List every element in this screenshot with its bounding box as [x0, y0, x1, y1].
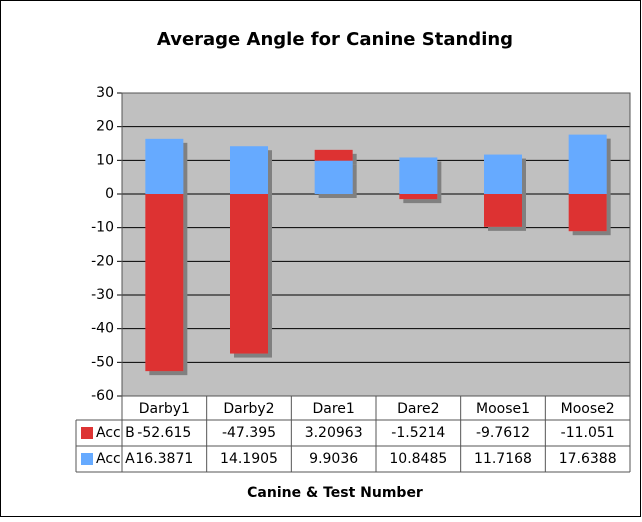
y-tick-label: 0: [105, 186, 114, 202]
bar: [145, 138, 184, 194]
bar: [399, 194, 438, 200]
x-tick-label: Dare2: [397, 401, 439, 417]
plot-area: [122, 93, 630, 396]
table-cell: 11.7168: [474, 451, 532, 467]
x-axis-label: Canine & Test Number: [247, 485, 423, 501]
x-tick-label: Moose2: [561, 401, 615, 417]
x-tick-label: Dare1: [313, 401, 355, 417]
legend-swatch: [81, 427, 93, 439]
table-cell: 10.8485: [389, 451, 447, 467]
bar: [568, 134, 607, 194]
y-tick-label: 30: [96, 85, 114, 101]
bar: [399, 157, 438, 194]
y-tick-label: 20: [96, 119, 114, 135]
table-cell: -52.615: [137, 425, 191, 441]
bar: [484, 194, 522, 227]
x-tick-label: Darby2: [223, 401, 274, 417]
x-tick-label: Moose1: [476, 401, 530, 417]
y-tick-label: -30: [91, 287, 114, 303]
y-tick-label: -10: [91, 220, 114, 236]
table-cell: -9.7612: [476, 425, 530, 441]
y-tick-label: -60: [91, 388, 114, 404]
table-cell: 16.3871: [135, 451, 193, 467]
table-cell: -47.395: [222, 425, 276, 441]
legend-label: Acc A: [96, 451, 135, 467]
bar: [230, 146, 268, 194]
y-tick-label: 10: [96, 152, 114, 168]
bars: [145, 134, 607, 372]
y-tick-label: -40: [91, 321, 114, 337]
table-cell: 9.9036: [309, 451, 358, 467]
chart-title: Average Angle for Canine Standing: [157, 29, 513, 50]
y-tick-label: -50: [91, 354, 114, 370]
table-cell: -1.5214: [391, 425, 445, 441]
table-cell: 17.6388: [559, 451, 617, 467]
table-cell: -11.051: [561, 425, 615, 441]
bar: [230, 194, 268, 354]
legend-label: Acc B: [96, 425, 135, 441]
bar: [314, 149, 353, 161]
bar: [314, 160, 353, 194]
table-cell: 14.1905: [220, 451, 278, 467]
bar: [145, 194, 184, 372]
x-tick-label: Darby1: [139, 401, 190, 417]
y-tick-label: -20: [91, 253, 114, 269]
bar: [568, 194, 607, 232]
table-cell: 3.20963: [305, 425, 363, 441]
legend-swatch: [81, 453, 93, 465]
bar: [484, 154, 522, 194]
